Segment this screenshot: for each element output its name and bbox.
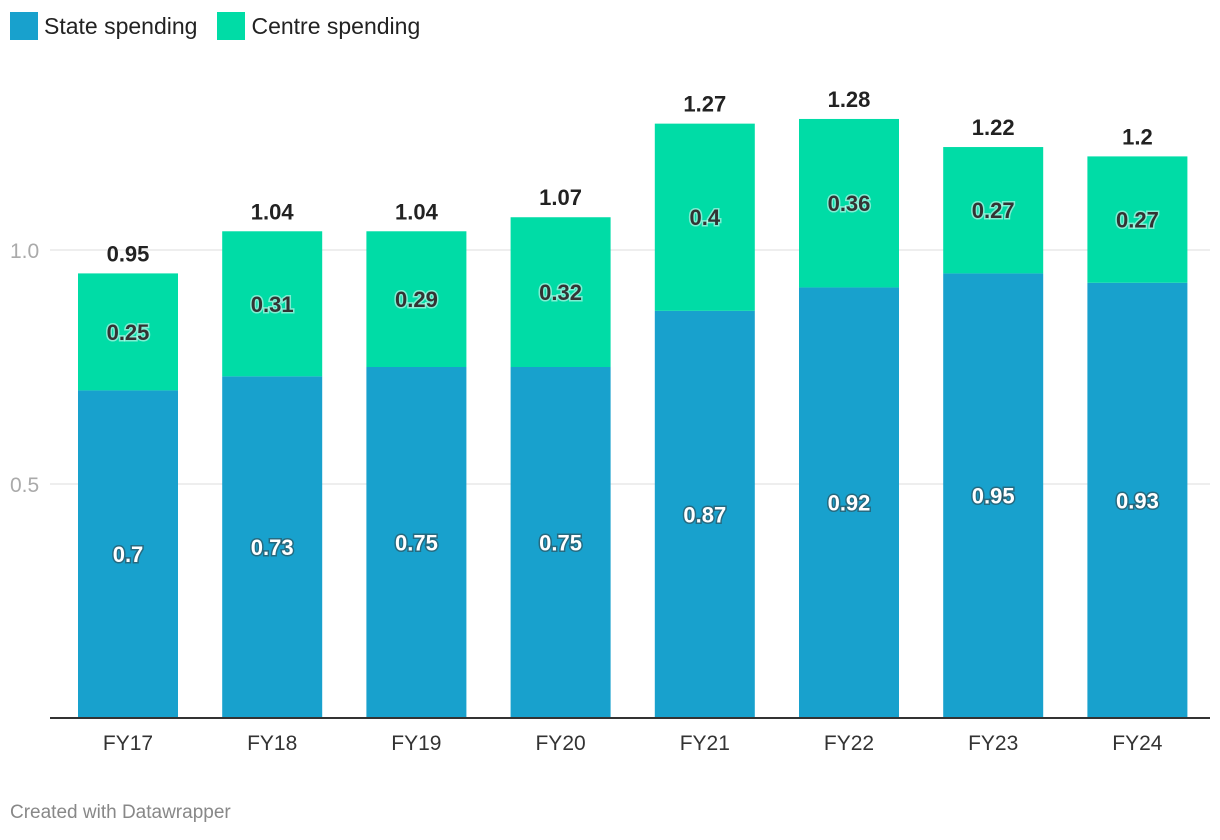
data-label-centre: 0.36	[828, 191, 871, 216]
total-label: 1.2	[1122, 124, 1153, 149]
x-tick-label: FY21	[680, 732, 730, 755]
data-label-state: 0.92	[828, 491, 871, 516]
legend-label-state: State spending	[44, 12, 198, 39]
bar-state	[510, 367, 611, 718]
bar-centre	[510, 217, 611, 367]
data-label-state: 0.75	[395, 531, 438, 556]
bar-state	[1087, 282, 1188, 718]
data-label-centre: 0.25	[107, 320, 150, 345]
legend-label-centre: Centre spending	[251, 12, 421, 39]
total-label: 1.07	[539, 185, 582, 210]
data-label-centre: 0.31	[251, 292, 294, 317]
total-label: 1.04	[251, 199, 295, 224]
bar-chart: 0.5 1.0 0.7 0.25 0.95 FY17 0.73 0.31 1.04 FY18 0.7…	[10, 87, 1210, 755]
data-label-centre: 0.32	[539, 280, 582, 305]
total-label: 0.95	[107, 241, 150, 266]
x-tick-label: FY24	[1112, 732, 1163, 755]
data-label-centre: 0.4	[690, 205, 721, 230]
bar-centre	[654, 123, 755, 311]
x-tick-label: FY23	[968, 732, 1018, 755]
data-label-state: 0.7	[113, 542, 144, 567]
data-label-state: 0.93	[1116, 488, 1159, 513]
data-label-state: 0.95	[972, 484, 1015, 509]
x-tick-label: FY19	[391, 732, 441, 755]
x-tick-label: FY17	[103, 732, 153, 755]
data-label-centre: 0.29	[395, 287, 438, 312]
bar-centre	[78, 273, 178, 391]
data-label-state: 0.87	[683, 502, 726, 527]
x-tick-label: FY22	[824, 732, 874, 755]
x-tick-label: FY20	[535, 732, 585, 755]
legend-swatch-centre	[217, 12, 246, 40]
bar-state	[654, 310, 755, 718]
total-label: 1.28	[828, 87, 871, 112]
footer-credit: Created with Datawrapper	[10, 802, 231, 823]
data-label-centre: 0.27	[1116, 208, 1159, 233]
data-label-centre: 0.27	[972, 198, 1015, 223]
legend-swatch-state	[10, 12, 38, 40]
total-label: 1.04	[395, 199, 439, 224]
data-label-state: 0.73	[251, 535, 294, 560]
bar-state	[366, 367, 467, 718]
x-tick-label: FY18	[247, 732, 297, 755]
y-tick-label: 0.5	[10, 474, 39, 497]
bar-state	[222, 376, 323, 718]
total-label: 1.27	[683, 92, 726, 117]
total-label: 1.22	[972, 115, 1015, 140]
bar-centre	[1087, 156, 1188, 283]
data-label-state: 0.75	[539, 531, 582, 556]
legend-item-state: State spending	[10, 12, 197, 40]
bar-state	[943, 273, 1044, 718]
bar-centre	[799, 118, 899, 288]
bar-centre	[222, 231, 323, 377]
bar-centre	[943, 147, 1044, 274]
bar-state	[799, 287, 899, 718]
legend: State spending Centre spending	[10, 12, 440, 40]
legend-item-centre: Centre spending	[217, 12, 420, 40]
bar-centre	[366, 231, 467, 367]
bar-state	[78, 390, 178, 718]
y-tick-label: 1.0	[10, 240, 39, 263]
